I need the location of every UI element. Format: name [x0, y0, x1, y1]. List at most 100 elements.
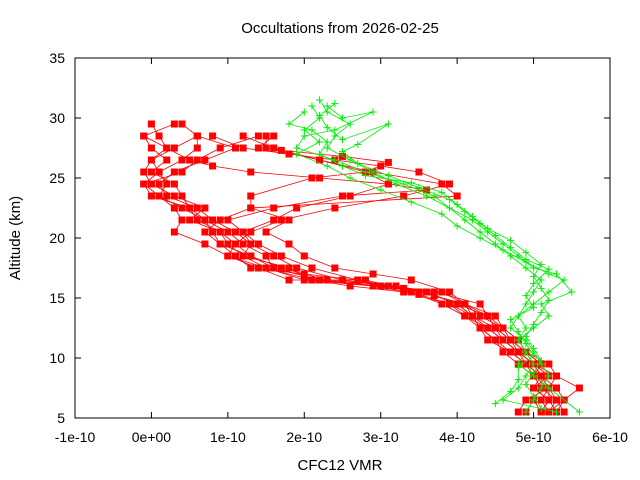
data-point-square — [254, 132, 262, 140]
data-point-plus — [522, 408, 530, 416]
data-point-square — [277, 252, 285, 260]
data-point-plus — [339, 136, 346, 144]
data-point-square — [178, 168, 186, 176]
data-point-square — [201, 216, 209, 224]
data-point-square — [186, 204, 194, 212]
data-point-plus — [346, 174, 354, 182]
data-point-plus — [476, 228, 484, 236]
data-point-square — [262, 252, 270, 260]
data-point-square — [553, 384, 560, 392]
data-point-square — [400, 284, 408, 292]
data-point-square — [247, 204, 255, 212]
data-point-square — [453, 300, 461, 308]
data-point-square — [170, 168, 178, 176]
data-point-square — [239, 252, 247, 260]
data-point-plus — [293, 144, 301, 152]
data-point-plus — [423, 192, 431, 200]
data-point-square — [270, 252, 278, 260]
data-point-square — [400, 192, 408, 200]
data-point-plus — [499, 246, 507, 254]
data-point-square — [461, 300, 469, 308]
data-point-plus — [507, 316, 515, 324]
series-line — [143, 135, 550, 413]
data-point-square — [553, 372, 560, 380]
data-point-square — [270, 216, 278, 224]
data-point-plus — [530, 352, 538, 360]
data-point-square — [186, 216, 194, 224]
data-point-plus — [530, 368, 538, 376]
data-point-square — [300, 276, 308, 284]
data-point-square — [476, 300, 484, 308]
data-point-plus — [308, 102, 316, 110]
data-point-square — [270, 264, 278, 272]
data-point-square — [476, 312, 484, 320]
data-point-square — [476, 324, 484, 332]
data-point-square — [232, 252, 239, 260]
data-point-square — [430, 288, 438, 296]
data-point-square — [285, 276, 293, 284]
data-point-square — [170, 192, 178, 200]
data-point-square — [239, 240, 247, 248]
data-point-square — [147, 120, 155, 128]
data-point-plus — [537, 356, 545, 364]
data-point-square — [446, 180, 453, 188]
data-point-square — [537, 372, 545, 380]
data-point-square — [308, 264, 316, 272]
data-point-plus — [415, 184, 423, 192]
x-axis-label: CFC12 VMR — [297, 457, 382, 474]
data-point-square — [277, 264, 285, 272]
data-point-square — [155, 180, 163, 188]
data-point-square — [193, 156, 201, 164]
data-point-square — [140, 132, 148, 140]
y-ticks: 5 10 15 20 25 30 35 — [49, 50, 610, 426]
data-point-square — [407, 276, 415, 284]
data-point-square — [262, 132, 270, 140]
data-point-square — [308, 174, 316, 182]
series-occ-green-3 — [293, 102, 583, 416]
x-tick-label: 6e-10 — [592, 429, 628, 445]
data-point-plus — [514, 384, 522, 392]
data-point-square — [438, 288, 446, 296]
data-point-plus — [522, 256, 530, 264]
data-point-square — [262, 264, 270, 272]
series-line — [143, 135, 542, 413]
data-point-plus — [575, 408, 583, 416]
data-point-plus — [530, 320, 538, 328]
data-point-square — [140, 180, 148, 188]
data-point-square — [430, 292, 438, 300]
data-point-square — [514, 408, 522, 416]
x-tick-label: 5e-10 — [516, 429, 552, 445]
data-point-plus — [537, 300, 545, 308]
data-point-plus — [507, 236, 515, 244]
data-point-square — [545, 408, 553, 416]
data-point-square — [285, 264, 293, 272]
x-tick-label: 3e-10 — [363, 429, 399, 445]
data-point-square — [178, 204, 186, 212]
data-point-square — [522, 360, 530, 368]
data-point-square — [155, 132, 163, 140]
data-point-square — [224, 228, 232, 236]
y-tick-label: 5 — [57, 410, 65, 426]
data-point-plus — [323, 138, 331, 146]
data-point-square — [270, 132, 278, 140]
data-point-plus — [300, 132, 308, 140]
data-point-plus — [339, 162, 346, 170]
data-point-plus — [522, 340, 530, 348]
data-point-square — [254, 264, 262, 272]
data-point-square — [247, 192, 255, 200]
data-point-square — [163, 156, 171, 164]
data-point-plus — [300, 108, 308, 116]
data-point-plus — [522, 324, 530, 332]
data-point-square — [285, 216, 293, 224]
data-point-square — [575, 384, 583, 392]
data-point-plus — [522, 264, 530, 272]
data-point-plus — [369, 108, 377, 116]
data-point-plus — [568, 288, 576, 296]
data-point-plus — [461, 216, 469, 224]
data-point-square — [147, 156, 155, 164]
data-point-square — [392, 282, 400, 290]
y-tick-label: 30 — [49, 110, 65, 126]
data-point-square — [239, 132, 247, 140]
data-point-square — [178, 156, 186, 164]
